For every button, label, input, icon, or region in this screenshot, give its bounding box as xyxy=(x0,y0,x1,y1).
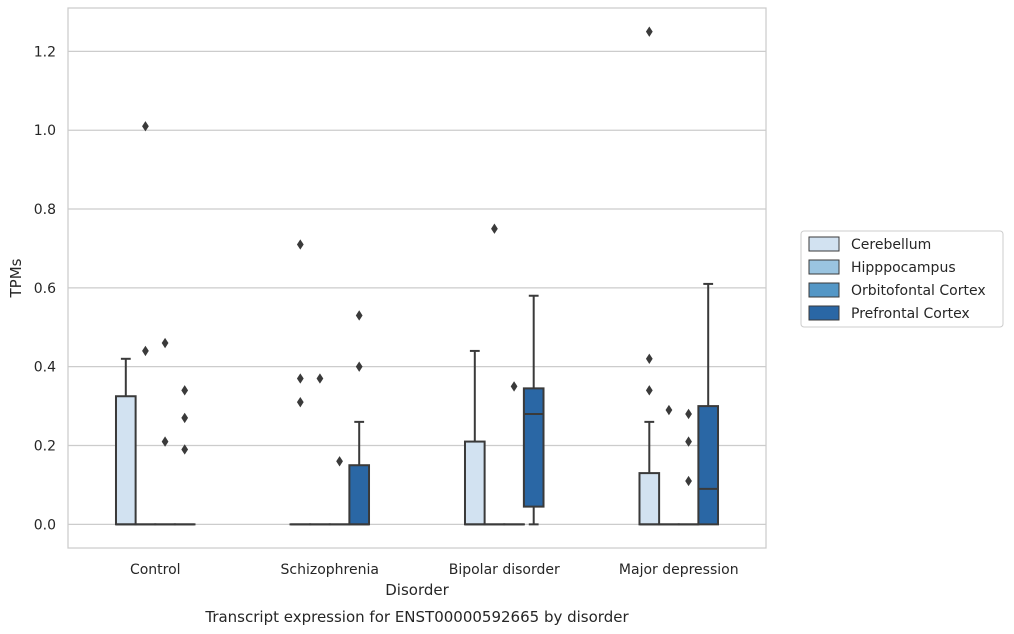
y-axis-ticks: 0.0 0.2 0.4 0.6 0.8 1.0 1.2 xyxy=(34,44,56,533)
outlier-point xyxy=(665,404,673,416)
y-tick-label: 1.2 xyxy=(34,44,56,60)
y-tick-label: 0.8 xyxy=(34,202,56,218)
outlier-point xyxy=(645,385,653,396)
outlier-point xyxy=(685,475,692,487)
y-tick-label: 0.0 xyxy=(34,517,56,533)
outlier-point xyxy=(161,436,169,447)
outlier-point xyxy=(296,373,304,384)
box-control-cerebellum xyxy=(114,357,137,526)
outlier-point xyxy=(161,337,169,349)
legend: Cerebellum Hipppocampus Orbitofontal Corte… xyxy=(800,230,1004,328)
y-tick-label: 0.2 xyxy=(34,439,56,455)
x-axis-title: Disorder xyxy=(385,581,449,599)
outlier-point xyxy=(645,353,653,364)
outlier-point xyxy=(685,436,692,447)
box-schizophrenia-prefrontal-cortex xyxy=(348,310,371,526)
box-major-depression-cerebellum xyxy=(638,26,661,526)
box-control-hipppocampus xyxy=(134,121,157,526)
box-bipolar-disorder-hipppocampus xyxy=(483,223,506,526)
x-tick-label: Bipolar disorder xyxy=(449,562,560,578)
box-bipolar-disorder-prefrontal-cortex xyxy=(522,294,545,526)
y-tick-label: 0.4 xyxy=(34,360,56,376)
legend-frame xyxy=(800,230,1004,328)
legend-label: Prefrontal Cortex xyxy=(851,306,970,322)
box-control-prefrontal-cortex xyxy=(173,385,196,526)
legend-swatch xyxy=(808,236,840,252)
legend-label: Orbitofontal Cortex xyxy=(851,283,986,299)
outlier-point xyxy=(491,223,498,234)
outlier-point xyxy=(355,310,363,321)
box-body xyxy=(638,472,661,526)
outlier-point xyxy=(296,396,304,408)
box-body xyxy=(114,395,137,526)
y-tick-label: 0.6 xyxy=(34,281,56,297)
box-body xyxy=(697,405,720,526)
legend-label: Cerebellum xyxy=(851,237,931,253)
box-body xyxy=(463,440,486,526)
outlier-point xyxy=(142,121,149,132)
box-body xyxy=(348,464,371,526)
legend-swatch xyxy=(808,259,840,275)
outlier-point xyxy=(510,381,518,392)
outlier-point xyxy=(181,385,189,396)
x-tick-label: Control xyxy=(130,562,181,578)
outlier-point xyxy=(645,26,653,37)
legend-swatch xyxy=(808,305,840,321)
outlier-point xyxy=(336,456,343,467)
box-bipolar-disorder-cerebellum xyxy=(463,349,486,526)
x-axis-ticks: Control Schizophrenia Bipolar disorder Majo… xyxy=(130,562,739,578)
y-axis-title: TPMs xyxy=(7,258,25,298)
outlier-point xyxy=(316,373,324,384)
outlier-point xyxy=(181,444,189,455)
boxes xyxy=(114,26,720,526)
outlier-point xyxy=(296,239,304,250)
outlier-point xyxy=(142,345,149,357)
box-body xyxy=(522,387,545,508)
chart-caption: Transcript expression for ENST0000059266… xyxy=(204,608,629,626)
y-tick-label: 1.0 xyxy=(34,123,56,139)
legend-label: Hipppocampus xyxy=(851,260,956,276)
outlier-point xyxy=(685,408,692,420)
box-bipolar-disorder-orbitofontal-cortex xyxy=(503,381,525,526)
outlier-point xyxy=(355,361,363,372)
x-tick-label: Major depression xyxy=(619,562,739,578)
box-major-depression-prefrontal-cortex xyxy=(697,282,720,526)
plot-frame xyxy=(67,7,767,549)
x-tick-label: Schizophrenia xyxy=(281,562,379,578)
plot-area xyxy=(68,8,766,548)
outlier-point xyxy=(181,412,189,424)
legend-swatch xyxy=(808,282,840,298)
